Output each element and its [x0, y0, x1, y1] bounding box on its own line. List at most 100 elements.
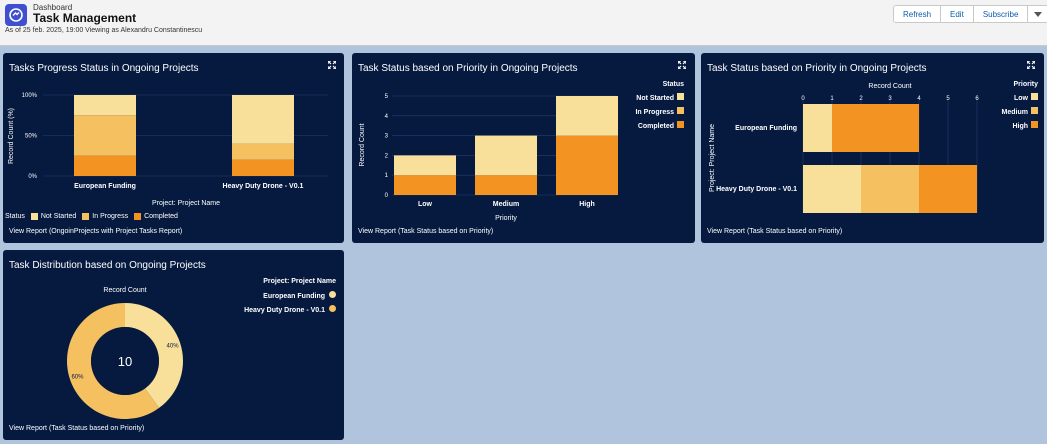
panel-title: Tasks Progress Status in Ongoing Project…	[9, 63, 199, 74]
legend-label: European Funding	[263, 293, 325, 300]
legend: Status Not Started In Progress Completed	[622, 81, 684, 130]
legend-swatch-medium	[1031, 107, 1038, 114]
chart-priority-by-project: Record Count 0 1 2 3 4 5 6 Project: Project Name…	[709, 83, 979, 213]
legend-label: Low	[1014, 95, 1028, 102]
chart-status-by-priority: 0 1 2 3 4 5 Record Count Low Medium High Priority	[359, 94, 618, 222]
legend: Project: Project Name European Funding H…	[208, 278, 336, 314]
legend-label: Heavy Duty Drone - V0.1	[244, 307, 325, 314]
subscribe-button[interactable]: Subscribe	[973, 6, 1029, 22]
bar-completed-medium	[475, 175, 537, 195]
bar-in-progress-heavy-duty-drone-v0-1	[232, 143, 294, 160]
legend-item: Heavy Duty Drone - V0.1	[208, 305, 336, 314]
bar-completed-heavy-duty-drone-v0-1	[232, 159, 294, 176]
y-tick-label: Heavy Duty Drone - V0.1	[716, 186, 797, 193]
legend-item: Not Started	[622, 93, 684, 102]
legend: Status Not Started In Progress Completed	[5, 213, 178, 220]
x-tick-label: European Funding	[74, 183, 136, 190]
y-tick-label: 5	[385, 94, 389, 100]
x-tick-label: High	[579, 201, 595, 208]
legend-label: Medium	[1001, 109, 1028, 116]
legend-item: Low	[996, 93, 1038, 102]
edit-button[interactable]: Edit	[941, 6, 974, 22]
dashboard-header: Dashboard Task Management As of 25 feb. …	[0, 0, 1047, 46]
more-actions-button[interactable]	[1028, 6, 1047, 22]
x-axis-label: Priority	[495, 215, 517, 222]
legend-item: European Funding	[208, 291, 336, 300]
page-title: Task Management	[33, 11, 137, 25]
bar-completed-high	[556, 135, 618, 195]
slice-european-funding	[125, 303, 183, 408]
bar-medium-heavy-duty-drone-v0-1	[861, 165, 919, 213]
bar-completed-low	[394, 175, 456, 195]
bar-completed-european-funding	[74, 155, 136, 176]
legend-item: In Progress	[622, 107, 684, 116]
y-tick-label: 4	[385, 114, 389, 120]
chevron-down-icon	[1034, 12, 1043, 17]
view-report-link[interactable]: View Report (Task Status based on Priori…	[9, 425, 145, 432]
chart-task-distribution: Record Count 40% 60% 10	[66, 287, 183, 419]
view-report-link[interactable]: View Report (OngoinProjects with Project…	[9, 228, 183, 235]
y-tick-label: 1	[385, 173, 389, 179]
bar-high-heavy-duty-drone-v0-1	[919, 165, 977, 213]
legend-dot-european-funding	[329, 291, 336, 298]
legend-title: Status	[5, 213, 25, 220]
x-axis-label: Record Count	[868, 83, 911, 90]
y-tick-label: 3	[385, 134, 389, 140]
legend-swatch-not-started	[30, 213, 38, 220]
y-axis-label: Record Count	[359, 123, 366, 166]
x-tick-label: 6	[975, 96, 979, 102]
chart-center-title: Record Count	[103, 287, 146, 294]
bar-low-european-funding	[803, 104, 832, 152]
view-report-link[interactable]: View Report (Task Status based on Priori…	[707, 228, 843, 235]
panel-title: Task Status based on Priority in Ongoing…	[358, 63, 578, 74]
panel-status-by-priority: Task Status based on Priority in Ongoing…	[352, 53, 695, 243]
breadcrumb[interactable]: Dashboard	[33, 3, 73, 12]
x-tick-label: Heavy Duty Drone - V0.1	[223, 183, 304, 190]
bar-not-started-european-funding	[74, 95, 136, 116]
panel-progress-status: Tasks Progress Status in Ongoing Project…	[3, 53, 344, 243]
legend-swatch-completed	[134, 213, 142, 220]
bar-high-european-funding	[832, 104, 919, 152]
panel-title: Task Distribution based on Ongoing Proje…	[9, 260, 206, 271]
header-actions: Refresh Edit Subscribe	[893, 5, 1047, 23]
x-tick-label: 0	[801, 96, 805, 102]
y-tick-label: 50%	[25, 134, 38, 140]
expand-icon[interactable]	[678, 61, 686, 69]
y-axis-label: Project: Project Name	[709, 124, 716, 192]
y-tick-label: 2	[385, 153, 389, 159]
panel-title: Task Status based on Priority in Ongoing…	[707, 63, 927, 74]
legend-item: Not Started	[40, 213, 77, 220]
x-tick-label: 1	[830, 96, 834, 102]
x-axis-label: Project: Project Name	[152, 200, 220, 207]
refresh-button[interactable]: Refresh	[894, 6, 942, 22]
chart-progress-status: 0% 50% 100% Record Count (%) European Fundin…	[8, 93, 328, 207]
x-tick-label: Low	[418, 201, 433, 208]
donut-total: 10	[118, 354, 132, 369]
y-tick-label: 0%	[28, 174, 37, 180]
y-axis-label: Record Count (%)	[8, 108, 15, 164]
y-tick-label: 100%	[22, 93, 38, 99]
y-tick-label: European Funding	[735, 125, 797, 132]
legend-item: Medium	[996, 107, 1038, 116]
legend-swatch-low	[1031, 93, 1038, 100]
legend-item: Completed	[144, 213, 178, 220]
panel-priority-by-project: Task Status based on Priority in Ongoing…	[701, 53, 1044, 243]
legend-dot-heavy-duty-drone	[329, 305, 336, 312]
dashboard-logo-icon	[5, 4, 27, 26]
bar-not-started-heavy-duty-drone-v0-1	[232, 95, 294, 144]
bar-not-started-low	[394, 155, 456, 176]
expand-icon[interactable]	[1027, 61, 1035, 69]
as-of-text: As of 25 feb. 2025, 19:00 Viewing as Ale…	[5, 27, 203, 34]
bar-not-started-high	[556, 96, 618, 136]
legend-item: Completed	[622, 121, 684, 130]
expand-icon[interactable]	[328, 61, 336, 69]
legend-label: High	[1012, 123, 1028, 130]
slice-label: 40%	[167, 344, 180, 350]
slice-label: 60%	[71, 374, 84, 380]
legend-item: In Progress	[92, 213, 129, 220]
bar-in-progress-european-funding	[74, 115, 136, 156]
legend-swatch-high	[1031, 121, 1038, 128]
x-tick-label: 3	[888, 96, 892, 102]
x-tick-label: 5	[946, 96, 950, 102]
view-report-link[interactable]: View Report (Task Status based on Priori…	[358, 228, 494, 235]
